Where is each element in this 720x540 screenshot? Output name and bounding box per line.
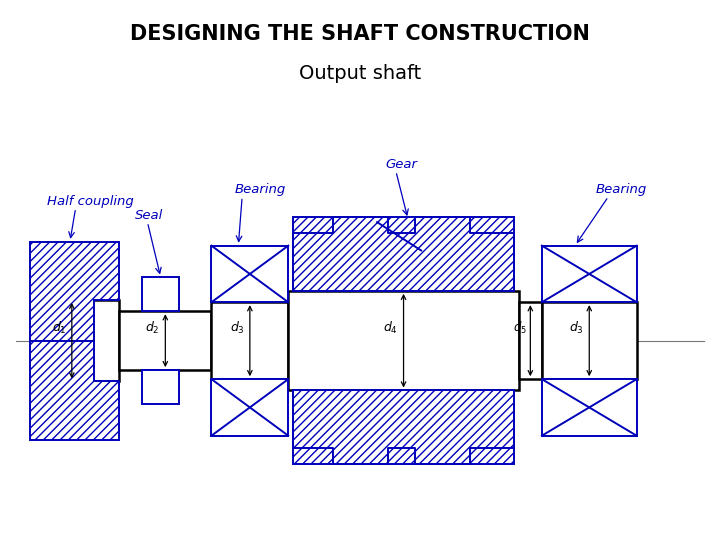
Text: Gear: Gear: [386, 158, 418, 171]
Bar: [212, 246, 288, 302]
Bar: [542, 379, 636, 436]
Bar: [30, 300, 120, 381]
Text: $d_1$: $d_1$: [52, 320, 66, 336]
Bar: [519, 302, 542, 379]
Bar: [143, 278, 179, 311]
Text: Seal: Seal: [135, 209, 163, 222]
Text: $d_3$: $d_3$: [230, 320, 245, 336]
Text: Output shaft: Output shaft: [299, 64, 421, 83]
Text: Bearing: Bearing: [235, 184, 286, 197]
Text: DESIGNING THE SHAFT CONSTRUCTION: DESIGNING THE SHAFT CONSTRUCTION: [130, 24, 590, 44]
Text: $d_3$: $d_3$: [569, 320, 584, 336]
Bar: [212, 379, 288, 436]
Text: $d_5$: $d_5$: [513, 320, 527, 336]
Polygon shape: [30, 341, 120, 440]
Text: $d_2$: $d_2$: [145, 320, 160, 336]
Bar: [143, 370, 179, 404]
Bar: [542, 302, 636, 379]
Bar: [294, 390, 513, 464]
Polygon shape: [30, 242, 120, 341]
Bar: [542, 246, 636, 302]
Bar: [212, 302, 288, 379]
Text: $d_4$: $d_4$: [383, 320, 398, 336]
Bar: [288, 291, 519, 390]
Bar: [294, 218, 513, 291]
Bar: [120, 311, 212, 370]
Text: Half coupling: Half coupling: [48, 195, 134, 208]
Text: Bearing: Bearing: [595, 184, 647, 197]
